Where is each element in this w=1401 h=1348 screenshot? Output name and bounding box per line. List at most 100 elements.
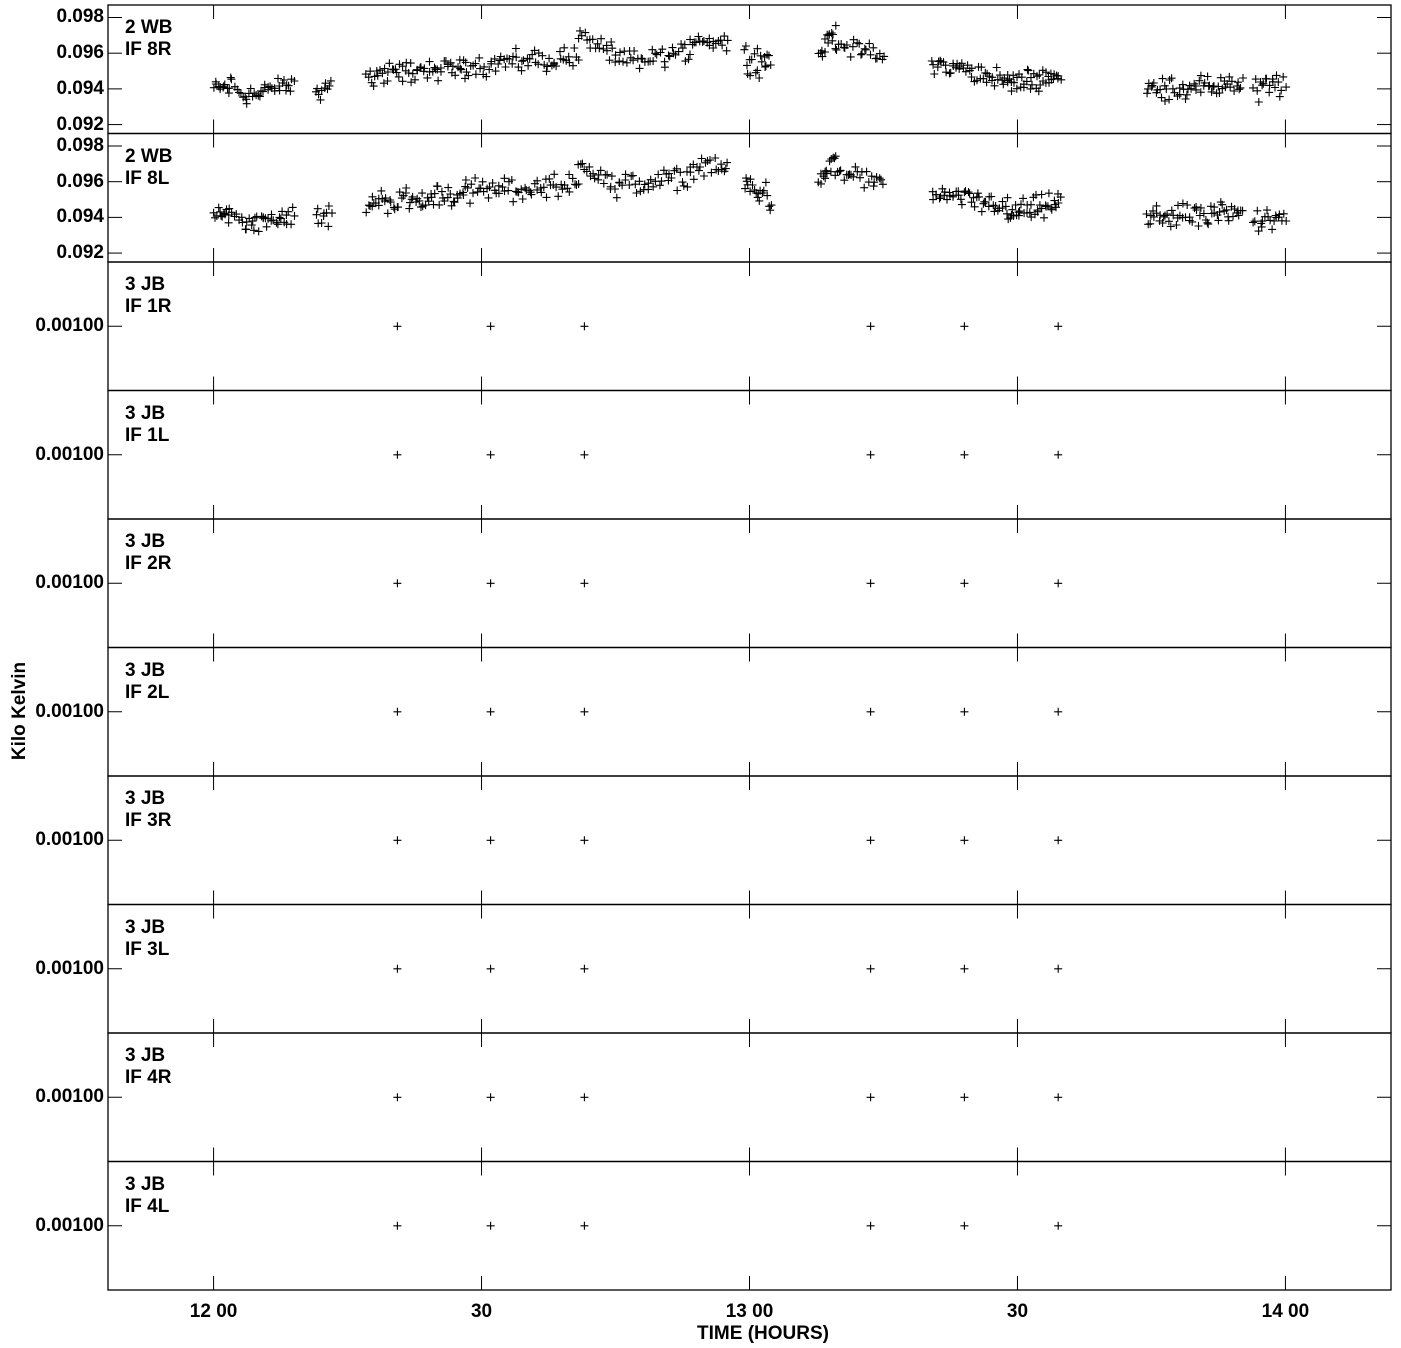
data-point xyxy=(580,451,588,459)
data-point xyxy=(426,58,434,66)
panel-label-if: IF 3L xyxy=(125,939,169,961)
data-point xyxy=(558,185,566,193)
data-point xyxy=(1165,96,1173,104)
data-point xyxy=(1229,213,1237,221)
data-point xyxy=(377,187,385,195)
data-point xyxy=(960,1222,968,1230)
data-point xyxy=(225,219,233,227)
panel-label: 3 JB IF 4R xyxy=(125,1045,171,1089)
data-point xyxy=(274,75,282,83)
panel-label: 3 JB IF 2R xyxy=(125,531,171,575)
y-tick-label: 0.098 xyxy=(8,136,104,156)
panel-frame xyxy=(108,905,1391,1034)
data-point xyxy=(393,579,401,587)
data-point xyxy=(396,188,404,196)
data-point xyxy=(867,51,875,59)
data-point xyxy=(402,184,410,192)
data-point xyxy=(767,201,775,209)
data-point xyxy=(867,579,875,587)
data-point xyxy=(857,51,865,59)
data-point xyxy=(247,85,255,93)
data-point xyxy=(576,27,584,35)
data-point xyxy=(487,322,495,330)
data-point xyxy=(314,205,322,213)
y-tick-label: 0.092 xyxy=(8,115,104,135)
data-point xyxy=(1054,836,1062,844)
data-point xyxy=(580,1222,588,1230)
data-point xyxy=(1270,217,1278,225)
data-point xyxy=(1024,66,1032,74)
data-point xyxy=(1239,74,1247,82)
data-point xyxy=(1167,223,1175,231)
data-point xyxy=(560,44,568,52)
data-point xyxy=(832,22,840,30)
data-point xyxy=(1161,97,1169,105)
data-point xyxy=(762,62,770,70)
data-point xyxy=(863,168,871,176)
data-point xyxy=(742,42,750,50)
data-point xyxy=(215,204,223,212)
data-point xyxy=(625,181,633,189)
data-point xyxy=(250,226,258,234)
data-point xyxy=(1054,451,1062,459)
data-point xyxy=(543,193,551,201)
panel-label-baseline: 3 JB xyxy=(125,1174,169,1196)
data-point xyxy=(1268,225,1276,233)
data-point xyxy=(1174,201,1182,209)
panel-label-if: IF 2L xyxy=(125,682,169,704)
data-point xyxy=(686,51,694,59)
panel-frame xyxy=(108,1162,1391,1291)
x-tick-label: 30 xyxy=(977,1302,1057,1322)
y-tick-label: 0.00100 xyxy=(8,316,104,336)
panel-frame xyxy=(108,5,1391,134)
data-point xyxy=(466,199,474,207)
data-point xyxy=(519,195,527,203)
data-point xyxy=(575,180,583,188)
data-point xyxy=(1169,85,1177,93)
data-point xyxy=(608,172,616,180)
panel-frame xyxy=(108,391,1391,520)
data-point xyxy=(613,194,621,202)
data-point xyxy=(1225,217,1233,225)
data-point xyxy=(393,836,401,844)
data-point xyxy=(619,58,627,66)
data-point xyxy=(960,451,968,459)
data-point xyxy=(268,211,276,219)
panel-frame xyxy=(108,1033,1391,1162)
data-point xyxy=(1004,194,1012,202)
data-point xyxy=(393,322,401,330)
data-point xyxy=(1168,206,1176,214)
data-point xyxy=(1183,201,1191,209)
panel-label: 3 JB IF 1L xyxy=(125,403,169,447)
data-point xyxy=(580,322,588,330)
data-point xyxy=(1265,88,1273,96)
data-point xyxy=(669,44,677,52)
data-point xyxy=(368,193,376,201)
data-point xyxy=(740,46,748,54)
data-point xyxy=(456,65,464,73)
data-point xyxy=(847,53,855,61)
data-point xyxy=(1263,206,1271,214)
data-point xyxy=(629,172,637,180)
data-point xyxy=(762,178,770,186)
data-point xyxy=(860,184,868,192)
y-tick-label: 0.00100 xyxy=(8,1216,104,1236)
data-point xyxy=(395,73,403,81)
data-point xyxy=(679,178,687,186)
data-point xyxy=(255,227,263,235)
data-point xyxy=(479,178,487,186)
data-point xyxy=(867,451,875,459)
data-point xyxy=(993,64,1001,72)
data-point xyxy=(833,46,841,54)
data-point xyxy=(472,70,480,78)
data-point xyxy=(393,965,401,973)
panel-label: 3 JB IF 4L xyxy=(125,1174,169,1218)
data-point xyxy=(380,79,388,87)
data-point xyxy=(960,322,968,330)
y-tick-label: 0.092 xyxy=(8,243,104,263)
data-point xyxy=(362,208,370,216)
data-point xyxy=(1054,1093,1062,1101)
data-point xyxy=(869,44,877,52)
data-point xyxy=(1276,93,1284,101)
